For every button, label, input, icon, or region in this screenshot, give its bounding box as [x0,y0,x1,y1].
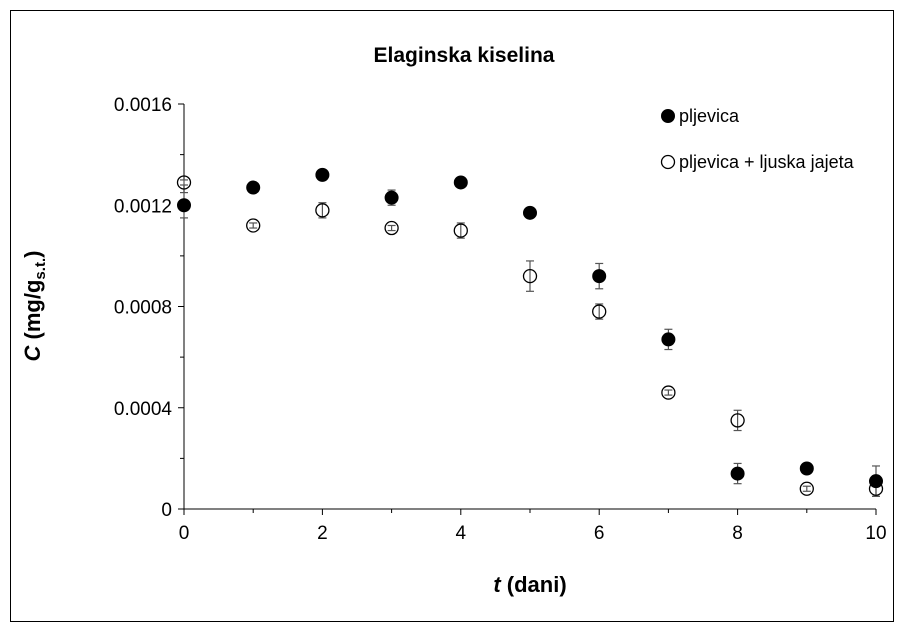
data-point-pljevica [799,461,814,476]
x-tick-label: 10 [865,523,886,544]
legend-marker [660,154,676,170]
data-point-pljevica-ljuska-jajeta [453,223,468,238]
data-point-pljevica [730,466,745,481]
legend-label: pljevica + ljuska jajeta [679,152,855,172]
x-tick-label: 0 [179,523,190,544]
y-axis-label: C (mg/gs.t.) [20,251,49,362]
data-point-pljevica [523,205,537,220]
data-point-pljevica-ljuska-jajeta [315,203,330,218]
legend-label: pljevica [679,106,740,126]
data-point-pljevica-ljuska-jajeta [176,175,192,190]
data-point-pljevica [315,167,330,182]
y-axis-label-suffix: ) [20,251,45,258]
data-point-pljevica-ljuska-jajeta [730,413,745,428]
x-tick-label: 8 [732,523,743,544]
x-axis-ticks: 0 2 4 6 8 10 [179,509,887,544]
x-axis-label-variable: t [493,572,502,597]
data-point-pljevica-ljuska-jajeta [868,481,884,496]
y-axis-label-variable: C [20,344,45,361]
legend: pljevica pljevica + ljuska jajeta [660,106,855,172]
data-point-pljevica [246,180,261,195]
data-point-pljevica [384,190,399,205]
x-tick-label: 6 [594,523,605,544]
data-point-pljevica [453,175,468,190]
data-point-pljevica-ljuska-jajeta [522,268,538,284]
data-points [176,167,884,496]
chart-title: Elaginska kiselina [374,44,555,67]
data-point-pljevica-ljuska-jajeta [592,304,607,319]
data-point-pljevica [592,269,607,284]
chart-frame [10,10,894,622]
data-point-pljevica-ljuska-jajeta [661,385,676,400]
x-tick-label: 4 [456,523,467,544]
y-tick-label: 0.0016 [114,95,172,116]
data-point-pljevica [869,474,883,489]
x-axis-label: t (dani) [493,572,566,597]
y-tick-label: 0.0004 [114,399,173,420]
data-point-pljevica-ljuska-jajeta [799,481,814,496]
y-tick-label: 0 [161,500,172,521]
data-point-pljevica [661,332,676,347]
legend-marker [661,109,675,123]
y-axis-label-prefix: (mg/g [20,280,45,346]
y-axis-label-subscript: s.t. [32,258,49,280]
x-tick-label: 2 [317,523,328,544]
x-axis-label-unit: (dani) [501,572,567,597]
data-point-pljevica-ljuska-jajeta [246,218,261,233]
y-tick-label: 0.0008 [114,298,172,319]
data-point-pljevica [177,198,191,213]
y-tick-label: 0.0012 [114,196,172,217]
y-axis-ticks: 0 0.0004 0.0008 0.0012 0.0016 [114,95,184,521]
data-point-pljevica-ljuska-jajeta [384,220,399,236]
